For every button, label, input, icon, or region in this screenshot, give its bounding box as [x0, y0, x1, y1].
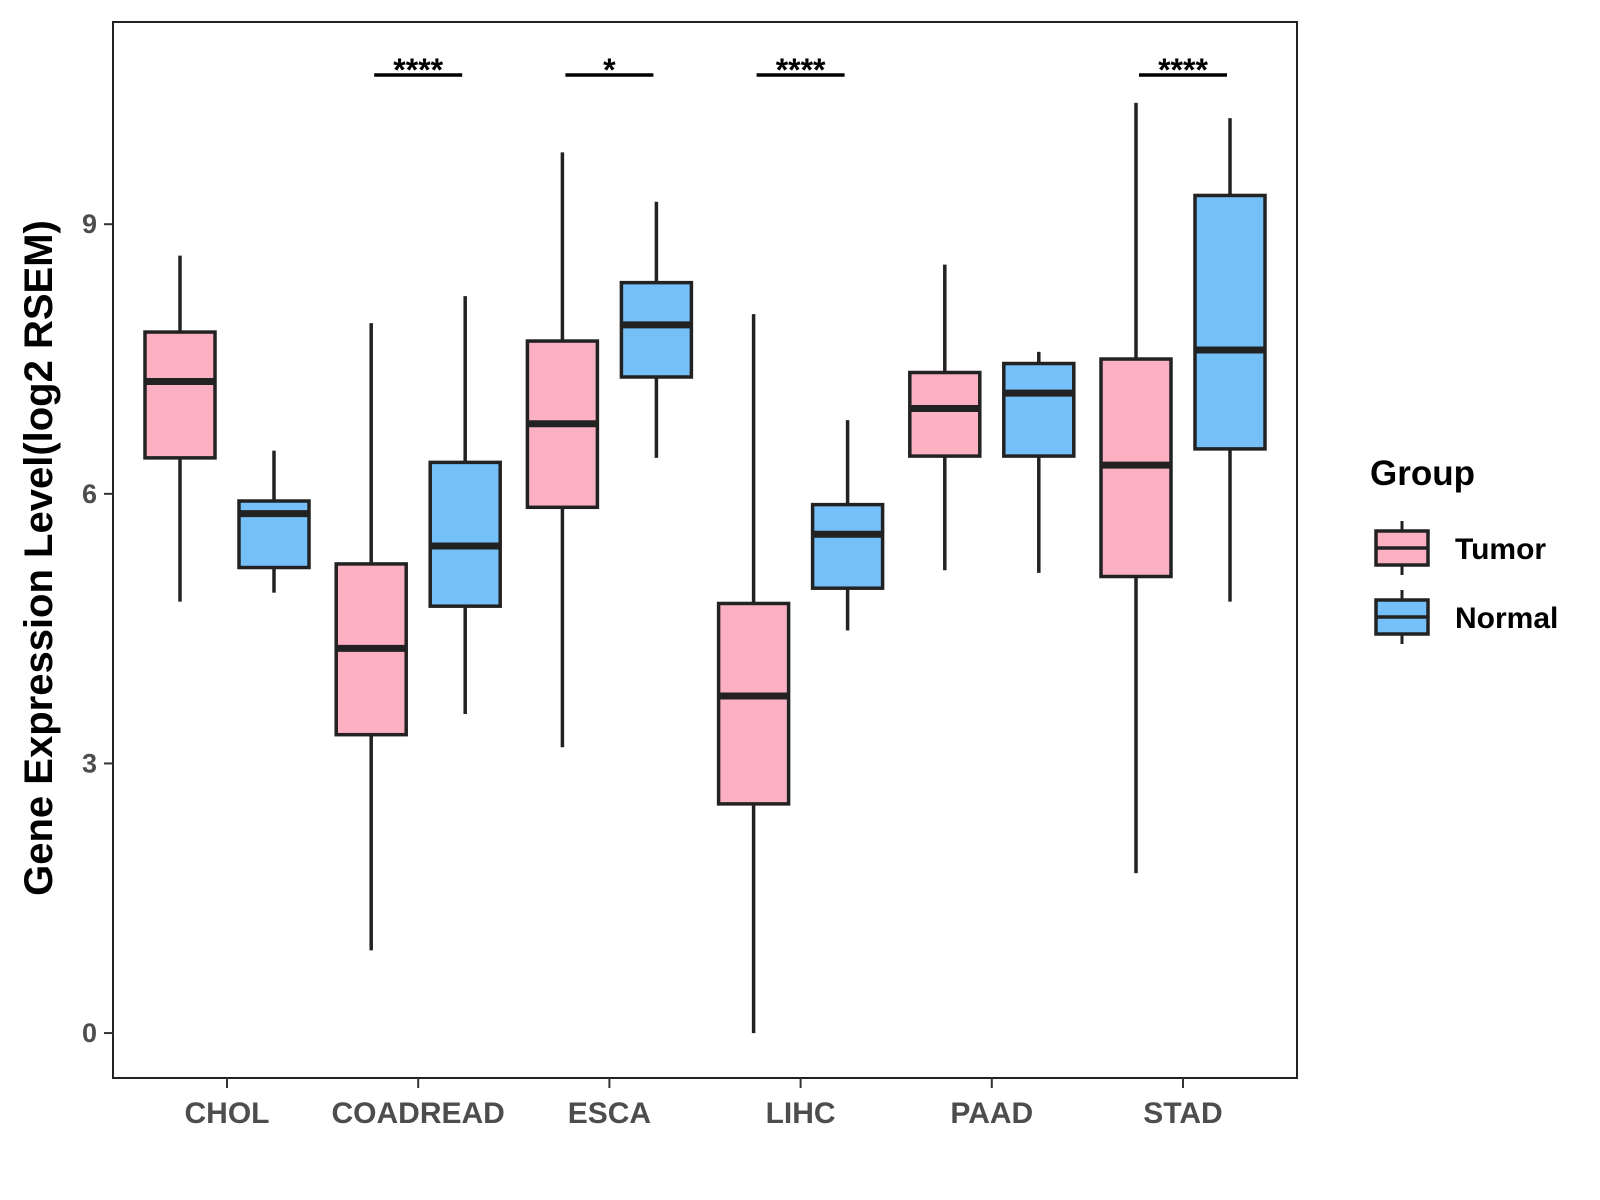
legend-label-tumor: Tumor	[1455, 533, 1546, 566]
x-tick-label-coadread: COADREAD	[332, 1097, 505, 1130]
y-tick-label: 0	[82, 1018, 97, 1048]
box-normal-paad	[1002, 351, 1076, 573]
legend-key-normal	[1374, 590, 1430, 644]
box-body	[143, 330, 217, 460]
box-body	[908, 370, 982, 458]
legend: Group Tumor Normal	[1370, 454, 1558, 644]
box-tumor-lihc	[716, 314, 791, 1034]
box-tumor-esca	[525, 152, 600, 748]
legend-key-tumor	[1374, 521, 1430, 575]
legend-label-normal: Normal	[1455, 602, 1558, 635]
box-normal-chol	[237, 450, 311, 593]
box-normal-coadread	[428, 296, 502, 715]
box-body	[716, 601, 791, 806]
y-tick-label: 3	[82, 748, 97, 778]
box-tumor-chol	[143, 255, 217, 602]
boxes	[143, 102, 1267, 1034]
box-normal-stad	[1193, 118, 1267, 602]
x-tick-label-paad: PAAD	[950, 1097, 1033, 1130]
box-body	[810, 502, 885, 590]
significance-label: *	[603, 52, 616, 88]
significance-label: ****	[776, 52, 826, 88]
x-tick-label-esca: ESCA	[568, 1097, 651, 1130]
y-tick-label: 9	[82, 209, 97, 239]
y-axis-title: Gene Expression Level(log2 RSEM)	[17, 220, 61, 896]
significance-label: ****	[1158, 52, 1208, 88]
x-tick-label-lihc: LIHC	[766, 1097, 836, 1130]
x-tick-label-stad: STAD	[1143, 1097, 1222, 1130]
box-body	[1193, 193, 1267, 451]
x-axis: CHOL COADREAD ESCA LIHC PAAD STAD	[185, 1078, 1223, 1130]
box-normal-esca	[619, 201, 694, 458]
x-tick-label-chol: CHOL	[185, 1097, 270, 1130]
significance-label: ****	[393, 52, 443, 88]
y-tick-label: 6	[82, 479, 97, 509]
box-body	[619, 280, 694, 379]
significance-markers: **** * **** ****	[374, 52, 1227, 88]
box-tumor-stad	[1099, 102, 1173, 874]
box-tumor-coadread	[334, 323, 408, 951]
legend-title: Group	[1370, 454, 1475, 493]
box-body	[1002, 361, 1076, 458]
box-tumor-paad	[908, 264, 982, 571]
box-body	[428, 460, 502, 608]
box-normal-lihc	[810, 420, 885, 631]
y-axis: 0 3 6 9	[82, 209, 113, 1048]
